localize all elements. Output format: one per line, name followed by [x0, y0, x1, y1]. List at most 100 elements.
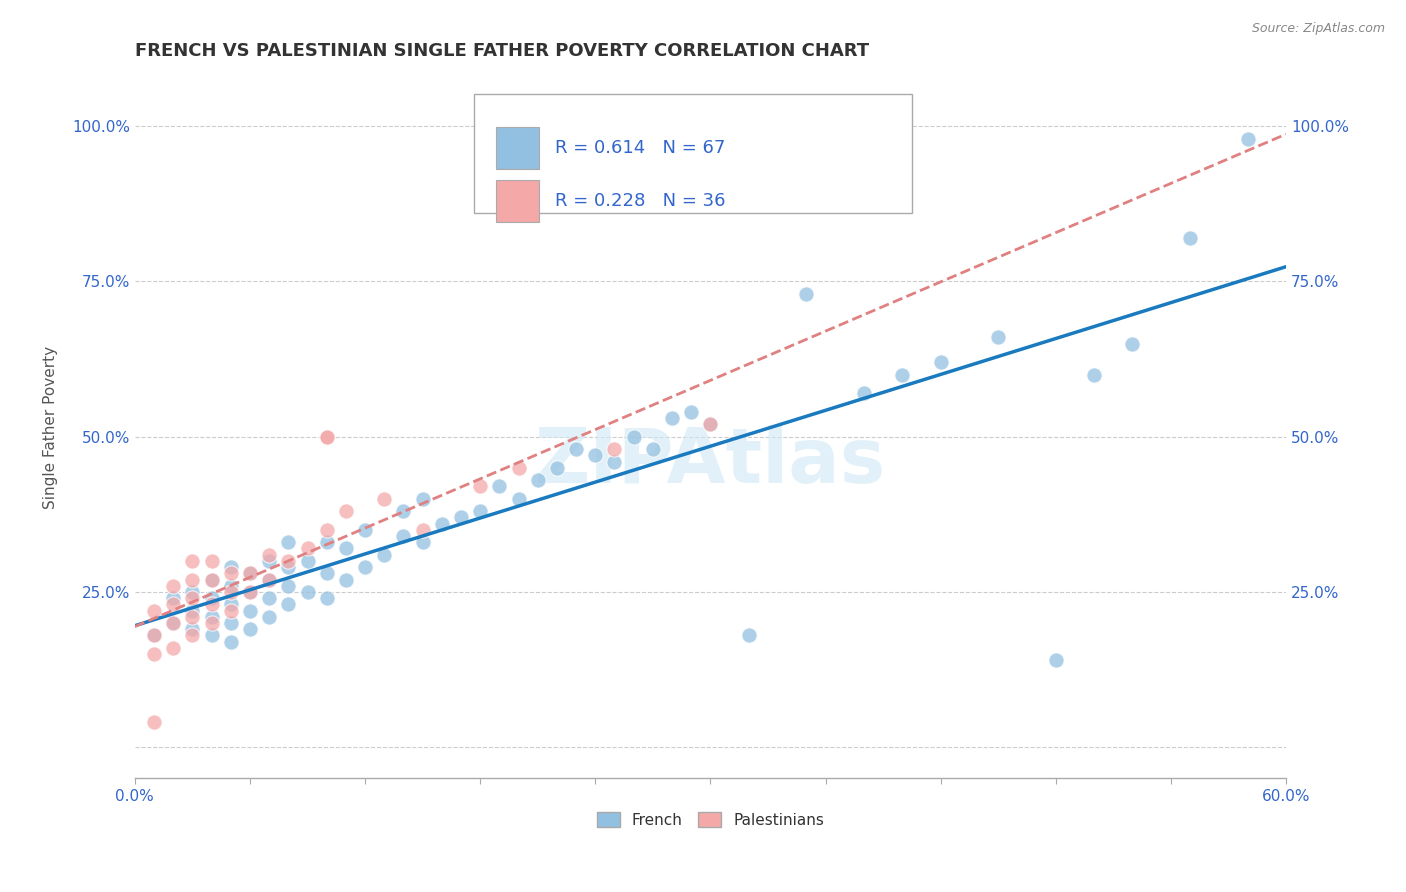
Text: R = 0.228   N = 36: R = 0.228 N = 36 [555, 192, 725, 210]
FancyBboxPatch shape [496, 180, 538, 222]
Point [181, 585, 204, 599]
Point [162, 615, 184, 630]
Point [162, 579, 184, 593]
Point [257, 573, 280, 587]
Point [546, 460, 568, 475]
Point [181, 554, 204, 568]
Point [373, 491, 395, 506]
Point [603, 442, 626, 457]
Point [277, 579, 299, 593]
Point [450, 510, 472, 524]
Point [661, 411, 683, 425]
Text: FRENCH VS PALESTINIAN SINGLE FATHER POVERTY CORRELATION CHART: FRENCH VS PALESTINIAN SINGLE FATHER POVE… [135, 42, 869, 60]
Point [277, 598, 299, 612]
Point [277, 560, 299, 574]
Point [257, 548, 280, 562]
Point [143, 628, 166, 642]
Point [1121, 336, 1143, 351]
Point [257, 554, 280, 568]
Point [315, 566, 337, 581]
Point [219, 560, 242, 574]
Point [392, 529, 415, 543]
Point [277, 554, 299, 568]
Text: R = 0.614   N = 67: R = 0.614 N = 67 [555, 139, 725, 157]
Point [143, 647, 166, 661]
Point [852, 386, 875, 401]
Point [373, 548, 395, 562]
Point [181, 573, 204, 587]
Point [219, 615, 242, 630]
Point [201, 573, 224, 587]
Point [143, 628, 166, 642]
Point [181, 591, 204, 606]
Point [699, 417, 721, 432]
Point [335, 504, 357, 518]
Point [201, 615, 224, 630]
FancyBboxPatch shape [496, 128, 538, 169]
Point [277, 535, 299, 549]
Text: ZIPAtlas: ZIPAtlas [534, 425, 886, 500]
Point [219, 566, 242, 581]
Point [794, 286, 817, 301]
Point [430, 516, 453, 531]
Point [239, 585, 262, 599]
Point [181, 628, 204, 642]
Point [162, 598, 184, 612]
Point [987, 330, 1010, 344]
Point [335, 573, 357, 587]
Point [354, 560, 377, 574]
Point [335, 541, 357, 556]
Point [181, 609, 204, 624]
Point [583, 448, 606, 462]
Point [239, 622, 262, 636]
Point [623, 430, 645, 444]
Legend: French, Palestinians: French, Palestinians [591, 805, 830, 834]
Point [315, 430, 337, 444]
Point [315, 430, 337, 444]
Point [143, 715, 166, 730]
Point [201, 573, 224, 587]
Point [1083, 368, 1105, 382]
Point [181, 622, 204, 636]
Point [162, 591, 184, 606]
Point [201, 628, 224, 642]
Point [219, 579, 242, 593]
Point [239, 585, 262, 599]
Point [201, 591, 224, 606]
Y-axis label: Single Father Poverty: Single Father Poverty [44, 346, 58, 509]
Point [315, 523, 337, 537]
Point [392, 504, 415, 518]
Point [219, 585, 242, 599]
Point [1236, 131, 1258, 145]
Point [143, 604, 166, 618]
FancyBboxPatch shape [474, 95, 912, 213]
Point [297, 541, 319, 556]
Text: Source: ZipAtlas.com: Source: ZipAtlas.com [1251, 22, 1385, 36]
Point [565, 442, 588, 457]
Point [412, 523, 434, 537]
Point [162, 615, 184, 630]
Point [239, 604, 262, 618]
Point [201, 598, 224, 612]
Point [297, 585, 319, 599]
Point [412, 491, 434, 506]
Point [201, 609, 224, 624]
Point [891, 368, 914, 382]
Point [297, 554, 319, 568]
Point [257, 591, 280, 606]
Point [162, 640, 184, 655]
Point [508, 491, 530, 506]
Point [219, 604, 242, 618]
Point [201, 554, 224, 568]
Point [641, 442, 664, 457]
Point [526, 473, 548, 487]
Point [239, 566, 262, 581]
Point [315, 535, 337, 549]
Point [412, 535, 434, 549]
Point [239, 566, 262, 581]
Point [699, 417, 721, 432]
Point [1178, 231, 1201, 245]
Point [603, 454, 626, 468]
Point [219, 598, 242, 612]
Point [488, 479, 510, 493]
